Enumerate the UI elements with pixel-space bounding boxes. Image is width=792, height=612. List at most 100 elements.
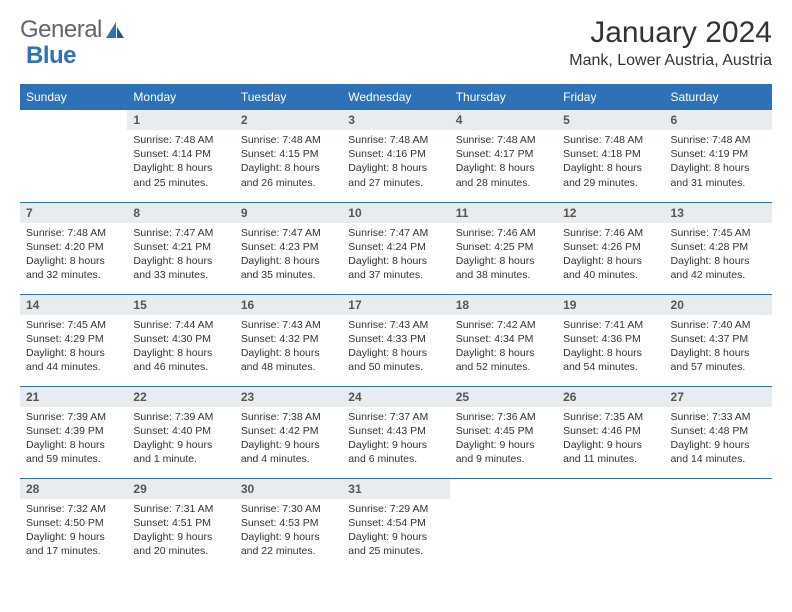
weekday-header: Saturday (665, 84, 772, 110)
calendar-cell: 27Sunrise: 7:33 AMSunset: 4:48 PMDayligh… (665, 386, 772, 478)
daylight-text: Daylight: 9 hours and 11 minutes. (563, 438, 658, 466)
daylight-text: Daylight: 8 hours and 48 minutes. (241, 346, 336, 374)
weekday-header: Monday (127, 84, 234, 110)
day-number: 16 (235, 295, 342, 315)
daylight-text: Daylight: 9 hours and 4 minutes. (241, 438, 336, 466)
calendar-cell: 26Sunrise: 7:35 AMSunset: 4:46 PMDayligh… (557, 386, 664, 478)
sunset-text: Sunset: 4:25 PM (456, 240, 551, 254)
daylight-text: Daylight: 8 hours and 29 minutes. (563, 161, 658, 189)
sunrise-text: Sunrise: 7:43 AM (241, 318, 336, 332)
sunrise-text: Sunrise: 7:39 AM (26, 410, 121, 424)
day-info: Sunrise: 7:48 AMSunset: 4:18 PMDaylight:… (557, 130, 664, 196)
day-number: 21 (20, 387, 127, 407)
calendar-table: Sunday Monday Tuesday Wednesday Thursday… (20, 84, 772, 570)
sunrise-text: Sunrise: 7:47 AM (241, 226, 336, 240)
calendar-cell: 14Sunrise: 7:45 AMSunset: 4:29 PMDayligh… (20, 294, 127, 386)
day-number: 31 (342, 479, 449, 499)
daylight-text: Daylight: 8 hours and 28 minutes. (456, 161, 551, 189)
sunset-text: Sunset: 4:15 PM (241, 147, 336, 161)
daylight-text: Daylight: 9 hours and 9 minutes. (456, 438, 551, 466)
daylight-text: Daylight: 8 hours and 40 minutes. (563, 254, 658, 282)
day-info: Sunrise: 7:48 AMSunset: 4:20 PMDaylight:… (20, 223, 127, 289)
day-info: Sunrise: 7:29 AMSunset: 4:54 PMDaylight:… (342, 499, 449, 565)
calendar-cell: 2Sunrise: 7:48 AMSunset: 4:15 PMDaylight… (235, 110, 342, 202)
day-info: Sunrise: 7:47 AMSunset: 4:24 PMDaylight:… (342, 223, 449, 289)
sunset-text: Sunset: 4:51 PM (133, 516, 228, 530)
sunset-text: Sunset: 4:23 PM (241, 240, 336, 254)
sunrise-text: Sunrise: 7:37 AM (348, 410, 443, 424)
day-number: 25 (450, 387, 557, 407)
sunset-text: Sunset: 4:24 PM (348, 240, 443, 254)
sunrise-text: Sunrise: 7:41 AM (563, 318, 658, 332)
daylight-text: Daylight: 8 hours and 25 minutes. (133, 161, 228, 189)
day-info: Sunrise: 7:43 AMSunset: 4:33 PMDaylight:… (342, 315, 449, 381)
day-number: 18 (450, 295, 557, 315)
sail-icon (104, 20, 126, 40)
sunrise-text: Sunrise: 7:32 AM (26, 502, 121, 516)
sunset-text: Sunset: 4:39 PM (26, 424, 121, 438)
sunset-text: Sunset: 4:43 PM (348, 424, 443, 438)
day-info: Sunrise: 7:39 AMSunset: 4:40 PMDaylight:… (127, 407, 234, 473)
day-info: Sunrise: 7:31 AMSunset: 4:51 PMDaylight:… (127, 499, 234, 565)
calendar-cell: 4Sunrise: 7:48 AMSunset: 4:17 PMDaylight… (450, 110, 557, 202)
sunset-text: Sunset: 4:46 PM (563, 424, 658, 438)
calendar-cell: 21Sunrise: 7:39 AMSunset: 4:39 PMDayligh… (20, 386, 127, 478)
calendar-cell (557, 478, 664, 570)
day-number: 13 (665, 203, 772, 223)
daylight-text: Daylight: 9 hours and 6 minutes. (348, 438, 443, 466)
daylight-text: Daylight: 9 hours and 25 minutes. (348, 530, 443, 558)
daylight-text: Daylight: 8 hours and 44 minutes. (26, 346, 121, 374)
daylight-text: Daylight: 8 hours and 37 minutes. (348, 254, 443, 282)
calendar-week-row: 1Sunrise: 7:48 AMSunset: 4:14 PMDaylight… (20, 110, 772, 202)
day-number: 12 (557, 203, 664, 223)
sunset-text: Sunset: 4:19 PM (671, 147, 766, 161)
sunrise-text: Sunrise: 7:39 AM (133, 410, 228, 424)
calendar-cell: 31Sunrise: 7:29 AMSunset: 4:54 PMDayligh… (342, 478, 449, 570)
sunrise-text: Sunrise: 7:45 AM (671, 226, 766, 240)
daylight-text: Daylight: 8 hours and 54 minutes. (563, 346, 658, 374)
sunrise-text: Sunrise: 7:48 AM (26, 226, 121, 240)
sunset-text: Sunset: 4:53 PM (241, 516, 336, 530)
day-info: Sunrise: 7:45 AMSunset: 4:29 PMDaylight:… (20, 315, 127, 381)
daylight-text: Daylight: 8 hours and 42 minutes. (671, 254, 766, 282)
day-number: 4 (450, 110, 557, 130)
sunset-text: Sunset: 4:29 PM (26, 332, 121, 346)
daylight-text: Daylight: 9 hours and 1 minute. (133, 438, 228, 466)
sunrise-text: Sunrise: 7:48 AM (563, 133, 658, 147)
calendar-cell: 8Sunrise: 7:47 AMSunset: 4:21 PMDaylight… (127, 202, 234, 294)
calendar-cell: 28Sunrise: 7:32 AMSunset: 4:50 PMDayligh… (20, 478, 127, 570)
calendar-cell: 7Sunrise: 7:48 AMSunset: 4:20 PMDaylight… (20, 202, 127, 294)
calendar-cell: 9Sunrise: 7:47 AMSunset: 4:23 PMDaylight… (235, 202, 342, 294)
day-number: 8 (127, 203, 234, 223)
sunrise-text: Sunrise: 7:48 AM (456, 133, 551, 147)
sunset-text: Sunset: 4:16 PM (348, 147, 443, 161)
day-info: Sunrise: 7:36 AMSunset: 4:45 PMDaylight:… (450, 407, 557, 473)
daylight-text: Daylight: 8 hours and 52 minutes. (456, 346, 551, 374)
day-info: Sunrise: 7:48 AMSunset: 4:14 PMDaylight:… (127, 130, 234, 196)
day-info: Sunrise: 7:47 AMSunset: 4:23 PMDaylight:… (235, 223, 342, 289)
day-number: 3 (342, 110, 449, 130)
day-info: Sunrise: 7:40 AMSunset: 4:37 PMDaylight:… (665, 315, 772, 381)
sunrise-text: Sunrise: 7:36 AM (456, 410, 551, 424)
day-info: Sunrise: 7:46 AMSunset: 4:26 PMDaylight:… (557, 223, 664, 289)
calendar-cell: 16Sunrise: 7:43 AMSunset: 4:32 PMDayligh… (235, 294, 342, 386)
day-info: Sunrise: 7:32 AMSunset: 4:50 PMDaylight:… (20, 499, 127, 565)
weekday-header-row: Sunday Monday Tuesday Wednesday Thursday… (20, 84, 772, 110)
calendar-cell: 15Sunrise: 7:44 AMSunset: 4:30 PMDayligh… (127, 294, 234, 386)
sunset-text: Sunset: 4:50 PM (26, 516, 121, 530)
daylight-text: Daylight: 9 hours and 20 minutes. (133, 530, 228, 558)
day-number: 9 (235, 203, 342, 223)
sunset-text: Sunset: 4:18 PM (563, 147, 658, 161)
day-info: Sunrise: 7:48 AMSunset: 4:17 PMDaylight:… (450, 130, 557, 196)
sunset-text: Sunset: 4:21 PM (133, 240, 228, 254)
daylight-text: Daylight: 8 hours and 57 minutes. (671, 346, 766, 374)
sunrise-text: Sunrise: 7:43 AM (348, 318, 443, 332)
day-number: 22 (127, 387, 234, 407)
day-number (450, 479, 557, 485)
day-info: Sunrise: 7:38 AMSunset: 4:42 PMDaylight:… (235, 407, 342, 473)
calendar-cell: 1Sunrise: 7:48 AMSunset: 4:14 PMDaylight… (127, 110, 234, 202)
day-info: Sunrise: 7:43 AMSunset: 4:32 PMDaylight:… (235, 315, 342, 381)
sunset-text: Sunset: 4:33 PM (348, 332, 443, 346)
sunset-text: Sunset: 4:14 PM (133, 147, 228, 161)
day-number: 5 (557, 110, 664, 130)
